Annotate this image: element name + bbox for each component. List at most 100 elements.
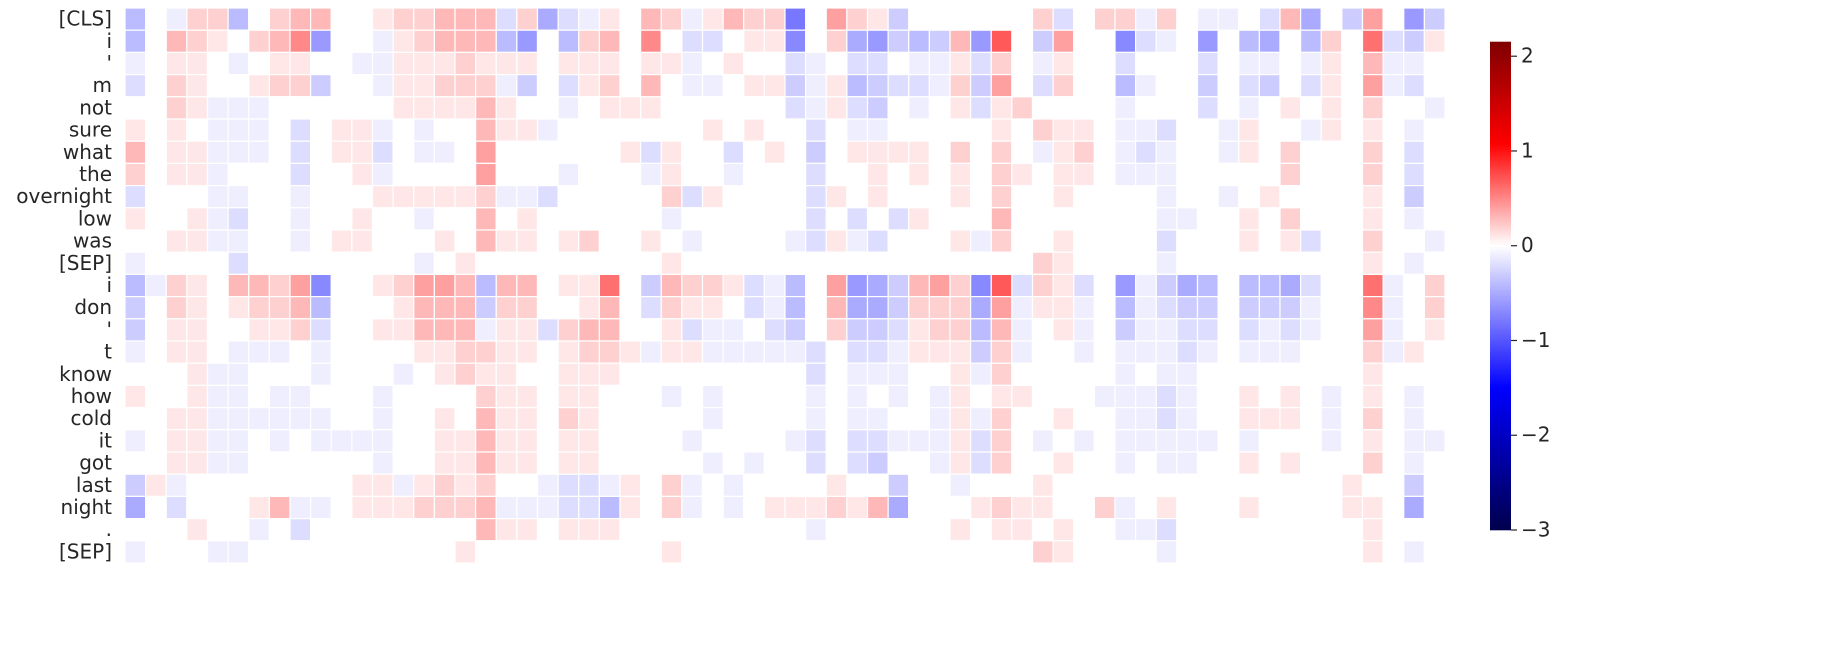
row-label: got [79,451,112,475]
heatmap-cell [1341,140,1364,164]
colorbar-strip [1490,383,1511,387]
heatmap-cell [392,318,415,342]
heatmap-cell [928,473,951,498]
heatmap-cell [433,73,456,98]
heatmap-cell [124,162,147,187]
heatmap-cell [310,407,332,431]
heatmap-cell [392,429,415,453]
heatmap-cell [165,429,188,453]
heatmap-cell [495,96,518,120]
colorbar-strip [1490,485,1511,489]
colorbar-strip [1490,197,1511,201]
heatmap-cell [598,340,621,364]
heatmap-cell [371,473,394,498]
heatmap-cell [866,362,889,387]
heatmap-cell [165,296,188,320]
heatmap-cell [887,296,910,320]
heatmap-cell [1011,140,1034,164]
heatmap-cell [640,495,662,520]
heatmap-cell [516,407,539,431]
heatmap-cell [248,162,270,187]
heatmap-cell [289,140,312,164]
heatmap-cell [1052,540,1075,564]
heatmap-cell [1114,29,1137,54]
colorbar-strip [1490,312,1511,316]
heatmap-cell [825,29,848,54]
heatmap-cell [1258,162,1281,187]
heatmap-cell [640,162,662,187]
heatmap-cell [681,362,704,387]
heatmap-cell [598,185,621,209]
heatmap-cell [1093,118,1116,142]
heatmap-cell [433,540,456,564]
colorbar-strip [1490,246,1511,250]
heatmap-cell [743,473,765,498]
heatmap-cell [1320,96,1343,120]
heatmap-cell [1217,340,1240,364]
heatmap-cell [330,273,353,298]
heatmap-cell [1011,540,1034,564]
heatmap-cell [763,495,786,520]
heatmap-cell [825,73,848,98]
heatmap-cell [1320,318,1343,342]
heatmap-cell [495,540,518,564]
heatmap-cell [1258,340,1281,364]
heatmap-cell [248,429,270,453]
heatmap-cell [145,273,167,298]
heatmap-cell [598,7,621,31]
heatmap-cell [1361,251,1384,275]
heatmap-cell [124,362,147,387]
heatmap-cell [1341,451,1364,475]
heatmap-cell [743,7,765,31]
heatmap-cell [454,318,477,342]
heatmap-cell [1052,517,1075,542]
heatmap-cell [124,340,147,364]
heatmap-cell [970,429,992,453]
heatmap-cell [640,540,662,564]
heatmap-cell [165,29,188,54]
heatmap-cell [289,29,312,54]
heatmap-cell [1300,140,1322,164]
heatmap-cell [454,7,477,31]
heatmap-cell [536,229,559,253]
heatmap-cell [1300,495,1322,520]
heatmap-cell [990,296,1013,320]
heatmap-cell [763,140,786,164]
heatmap-cell [1073,340,1095,364]
heatmap-cell [1382,296,1405,320]
heatmap-cell [970,318,992,342]
heatmap-cell [206,273,229,298]
heatmap-cell [1073,162,1095,187]
heatmap-cell [1155,29,1178,54]
heatmap-cell [557,407,580,431]
heatmap-cell [598,451,621,475]
colorbar-strip [1490,53,1511,57]
heatmap-cell [949,185,972,209]
heatmap-cell [1423,473,1446,498]
heatmap-cell [1011,384,1034,409]
colorbar-strip [1490,168,1511,172]
heatmap-cell [351,473,374,498]
colorbar-strip [1490,419,1511,423]
heatmap-cell [784,473,807,498]
colorbar-strip [1490,180,1511,184]
heatmap-cell [330,29,353,54]
heatmap-cell [866,495,889,520]
heatmap-cell [949,451,972,475]
heatmap-cell [371,29,394,54]
heatmap-cell [784,140,807,164]
colorbar-strip [1490,271,1511,275]
heatmap-cell [227,340,250,364]
heatmap-cell [557,229,580,253]
heatmap-cell [970,185,992,209]
heatmap-cell [413,29,435,54]
heatmap-cell [722,429,745,453]
heatmap-cell [1093,51,1116,76]
colorbar-strip [1490,490,1511,494]
heatmap-cell [1258,429,1281,453]
colorbar-strip [1490,263,1511,267]
heatmap-cell [1300,473,1322,498]
heatmap-cell [433,51,456,76]
heatmap-cell [681,495,704,520]
heatmap-cell [330,296,353,320]
